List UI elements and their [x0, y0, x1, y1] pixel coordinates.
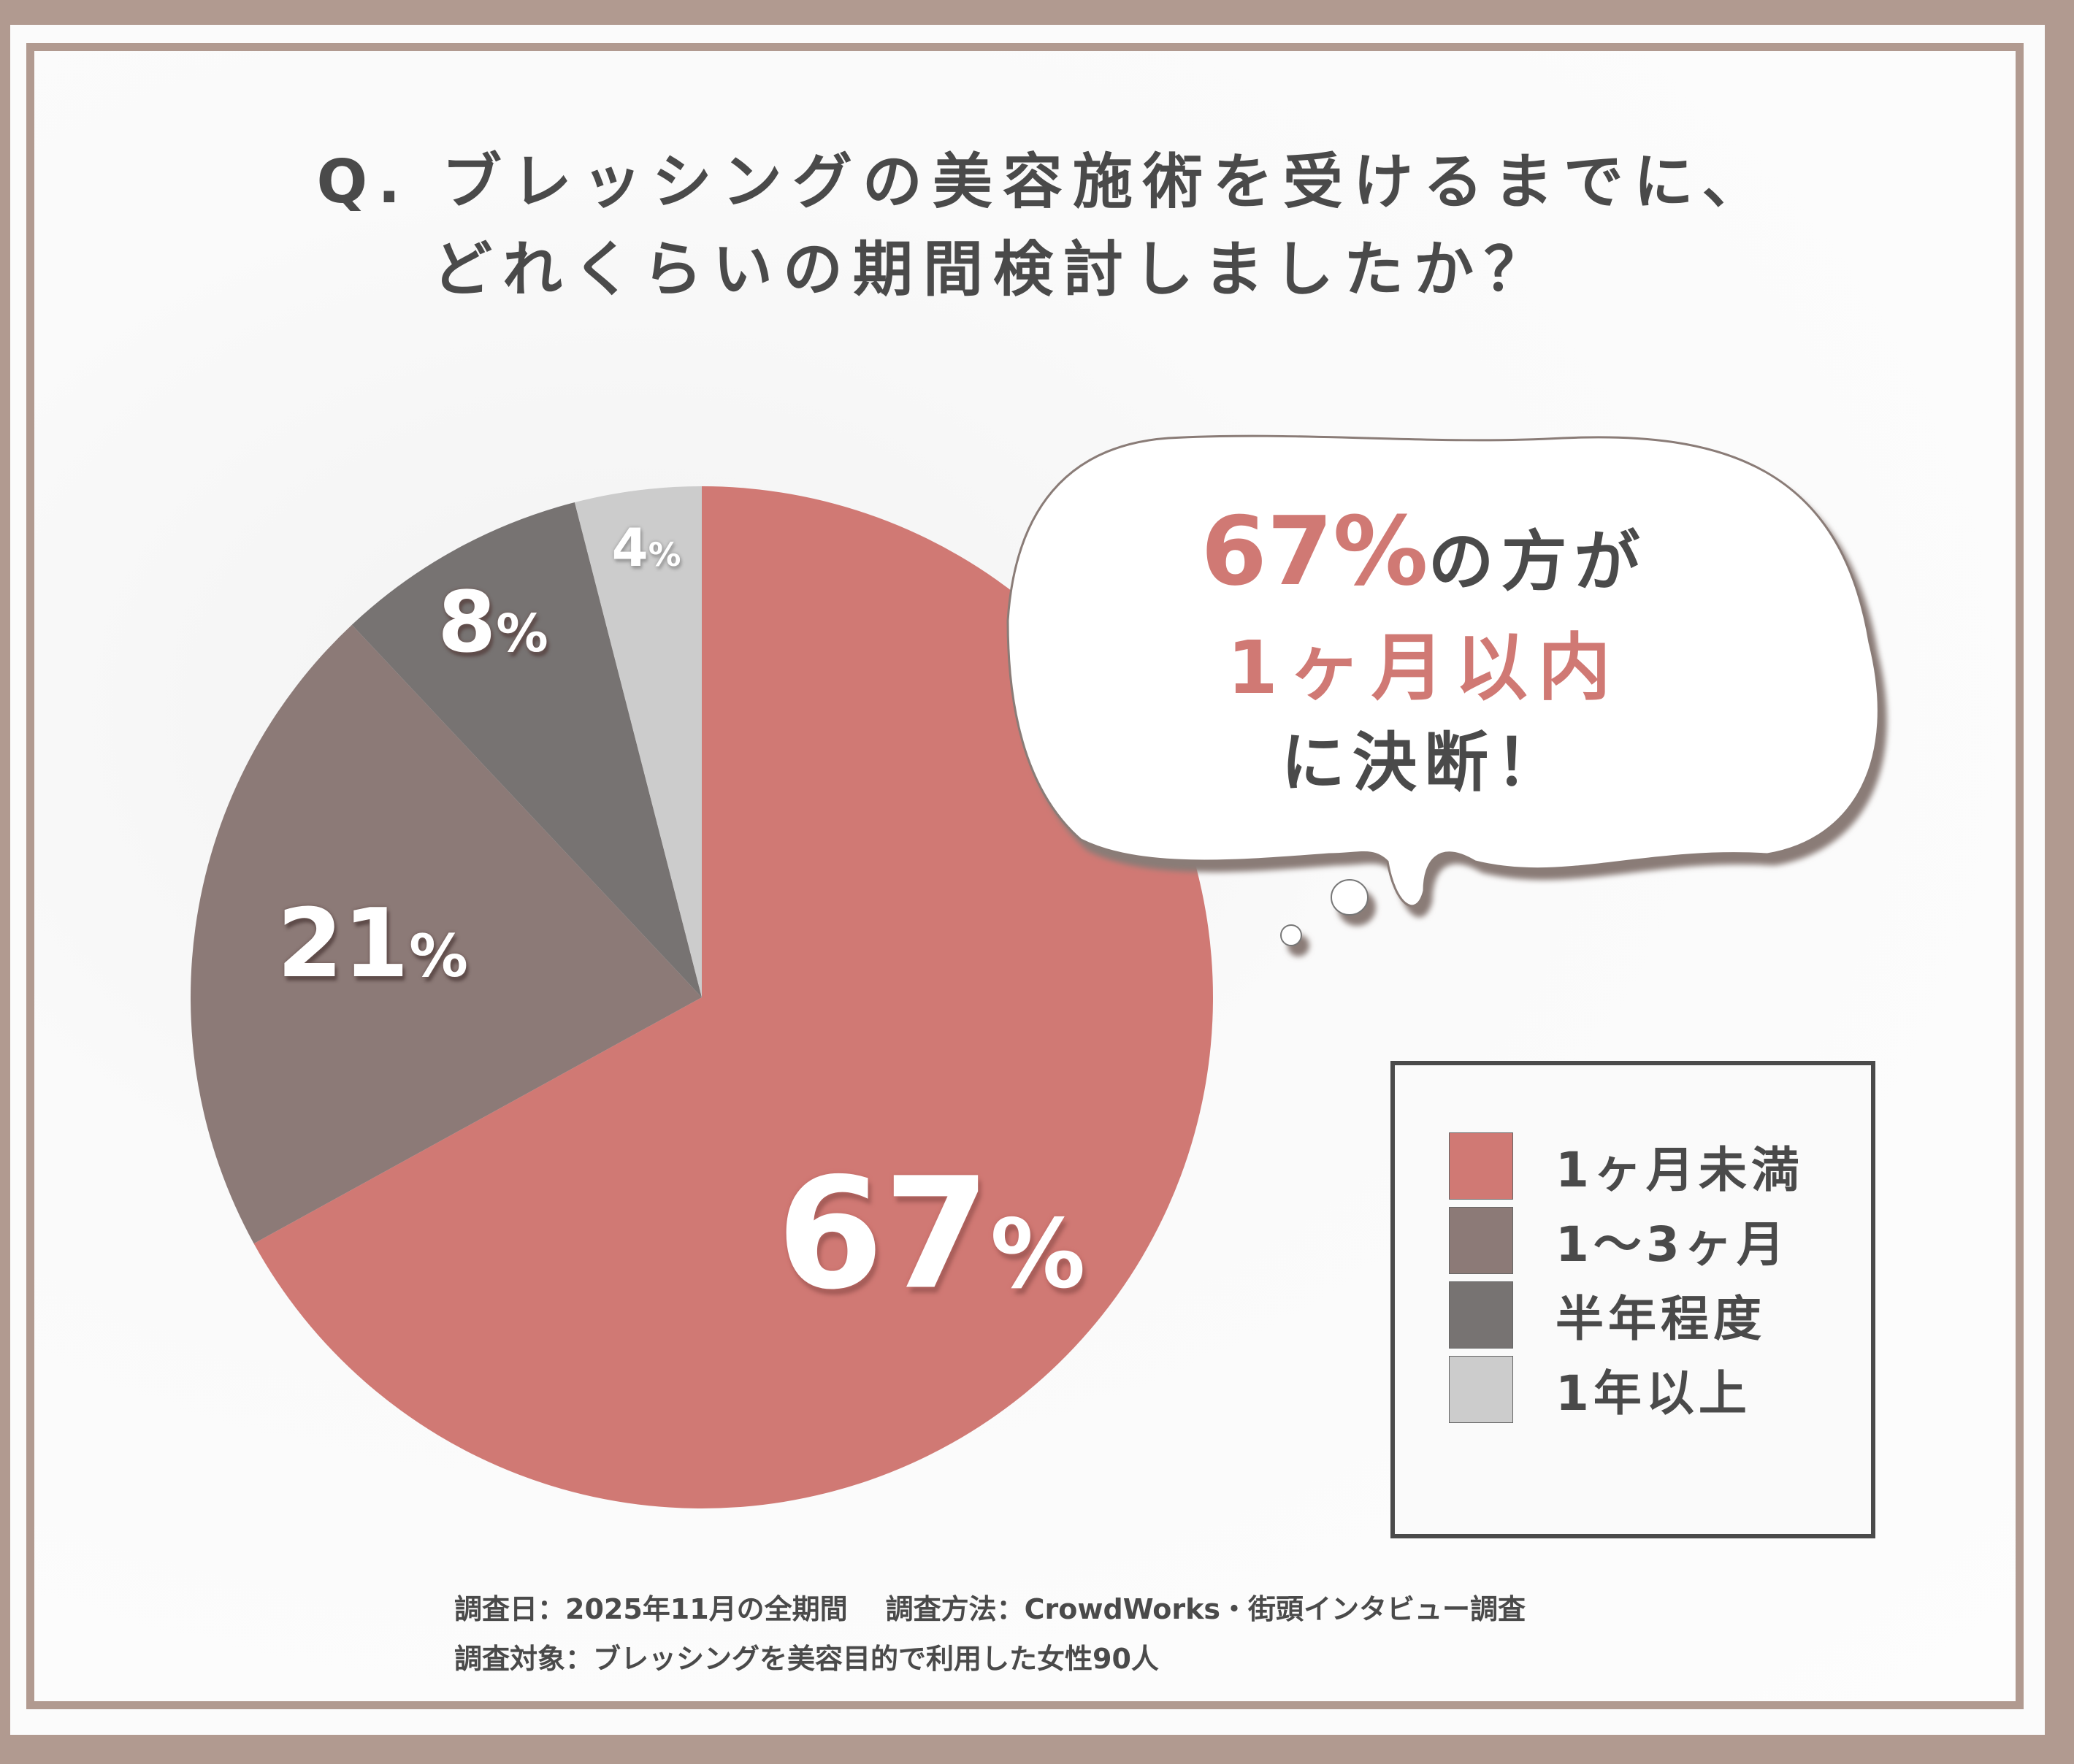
legend-swatch [1449, 1356, 1513, 1423]
legend-item: 1ヶ月未満 [1449, 1132, 1804, 1200]
legend-item: 半年程度 [1449, 1281, 1766, 1349]
slice-label-1-3-months: 21% [277, 888, 468, 999]
legend-label: 1ヶ月未満 [1556, 1142, 1804, 1198]
legend-label: 1年以上 [1556, 1365, 1751, 1422]
survey-date: 調査日：2025年11月の全期間 [454, 1593, 848, 1625]
pie-slices [190, 486, 1213, 1508]
slice-label-half-year: 8% [437, 574, 548, 672]
legend-swatch [1449, 1207, 1513, 1274]
callout-percent: 67% [1201, 496, 1428, 607]
title-line-1: Q. ブレッシングの美容施術を受けるまでに、 [316, 147, 1772, 217]
survey-footer: 調査日：2025年11月の全期間 調査方法：CrowdWorks・街頭インタビュー… [454, 1584, 1526, 1684]
legend-label: 1〜3ヶ月 [1556, 1216, 1789, 1273]
callout-highlight: 1ヶ月以内 [1227, 625, 1621, 710]
thought-bubble [1006, 434, 1880, 946]
page-title: Q. ブレッシングの美容施術を受けるまでに、 どれくらいの期間検討しましたか？ [0, 139, 2074, 314]
pie-slice [574, 486, 702, 997]
legend-label: 半年程度 [1556, 1291, 1766, 1347]
slice-label-1-year-plus: 4% [611, 517, 681, 578]
pie-slice [190, 624, 702, 1244]
legend-swatch [1449, 1281, 1513, 1349]
survey-target: 調査対象：ブレッシングを美容目的で利用した女性90人 [454, 1643, 1159, 1675]
callout-closing: に決断！ [1280, 725, 1567, 800]
title-line-2: どれくらいの期間検討しましたか？ [432, 235, 1554, 304]
survey-method: 調査方法：CrowdWorks・街頭インタビュー調査 [885, 1593, 1526, 1625]
slice-label-1-month: 67% [776, 1144, 1086, 1324]
pie-slice [351, 502, 702, 997]
callout-text: 67%の方が 1ヶ月以内 に決断！ [1059, 496, 1789, 807]
legend-swatch [1449, 1132, 1513, 1200]
legend-item: 1年以上 [1449, 1356, 1751, 1423]
callout-suffix: の方が [1428, 524, 1648, 600]
pie-slice [253, 486, 1213, 1508]
legend-item: 1〜3ヶ月 [1449, 1207, 1789, 1274]
chart-legend: 1ヶ月未満 1〜3ヶ月 半年程度 1年以上 [1390, 1061, 1875, 1538]
